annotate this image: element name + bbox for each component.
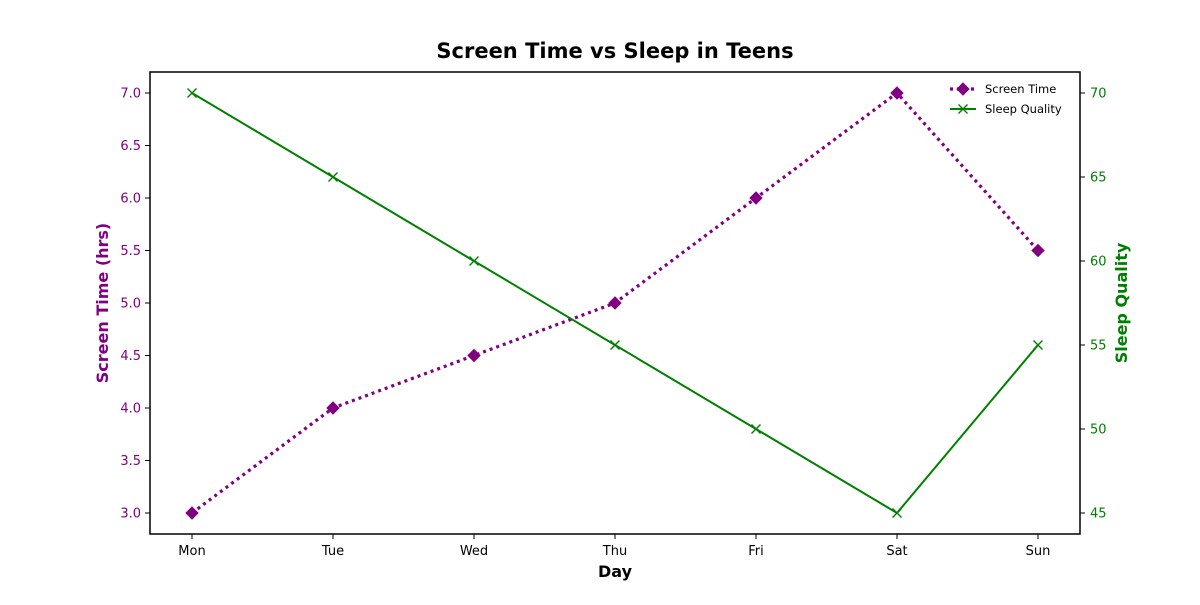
- left-y-tick-label: 4.0: [120, 402, 141, 417]
- data-point-x: [187, 88, 197, 98]
- series-layer: [185, 86, 1045, 520]
- data-point-x: [328, 172, 338, 182]
- x-tick-label: Mon: [178, 544, 205, 559]
- legend: Screen Time Sleep Quality: [950, 82, 1062, 116]
- data-point-diamond: [326, 401, 340, 415]
- legend-label: Screen Time: [985, 82, 1056, 96]
- left-y-tick-label: 6.0: [120, 192, 141, 207]
- right-y-tick-label: 55: [1090, 339, 1107, 354]
- data-point-x: [610, 340, 620, 350]
- right-y-tick-label: 65: [1090, 171, 1107, 186]
- x-tick-label: Fri: [748, 544, 764, 559]
- right-y-axis: 45 50 55 60 65 70: [1080, 87, 1107, 522]
- x-axis-label: Day: [598, 562, 633, 581]
- legend-label: Sleep Quality: [985, 102, 1062, 116]
- data-point-x: [469, 256, 479, 266]
- legend-marker-diamond: [956, 82, 970, 96]
- x-axis: Mon Tue Wed Thu Fri Sat Sun: [178, 534, 1050, 559]
- x-tick-label: Sun: [1026, 544, 1051, 559]
- x-tick-label: Sat: [886, 544, 907, 559]
- x-tick-label: Wed: [460, 544, 488, 559]
- data-point-x: [751, 424, 761, 434]
- x-tick-label: Tue: [321, 544, 344, 559]
- right-y-tick-label: 50: [1090, 423, 1107, 438]
- left-y-tick-label: 5.0: [120, 297, 141, 312]
- data-point-diamond: [467, 348, 481, 363]
- right-y-tick-label: 60: [1090, 255, 1107, 270]
- data-point-diamond: [890, 86, 904, 100]
- data-point-diamond: [608, 296, 622, 310]
- legend-marker-x: [958, 104, 968, 114]
- right-y-axis-label: Sleep Quality: [1112, 242, 1131, 363]
- data-point-diamond: [1031, 243, 1045, 258]
- x-tick-label: Thu: [602, 544, 627, 559]
- data-point-diamond: [749, 191, 763, 205]
- left-y-tick-label: 6.5: [120, 139, 141, 154]
- left-y-tick-label: 7.0: [120, 87, 141, 102]
- data-point-x: [1033, 340, 1043, 350]
- right-y-tick-label: 45: [1090, 507, 1107, 522]
- left-y-tick-label: 3.0: [120, 507, 141, 522]
- data-point-diamond: [185, 506, 199, 520]
- left-y-tick-label: 4.5: [120, 349, 141, 364]
- left-y-tick-label: 3.5: [120, 454, 141, 469]
- left-y-tick-label: 5.5: [120, 244, 141, 259]
- chart-title: Screen Time vs Sleep in Teens: [436, 39, 793, 63]
- right-y-tick-label: 70: [1090, 87, 1107, 102]
- left-y-axis-label: Screen Time (hrs): [93, 223, 112, 383]
- data-point-x: [892, 508, 902, 518]
- left-y-axis: 3.0 3.5 4.0 4.5 5.0 5.5 6.0 6.5 7.0: [120, 87, 150, 522]
